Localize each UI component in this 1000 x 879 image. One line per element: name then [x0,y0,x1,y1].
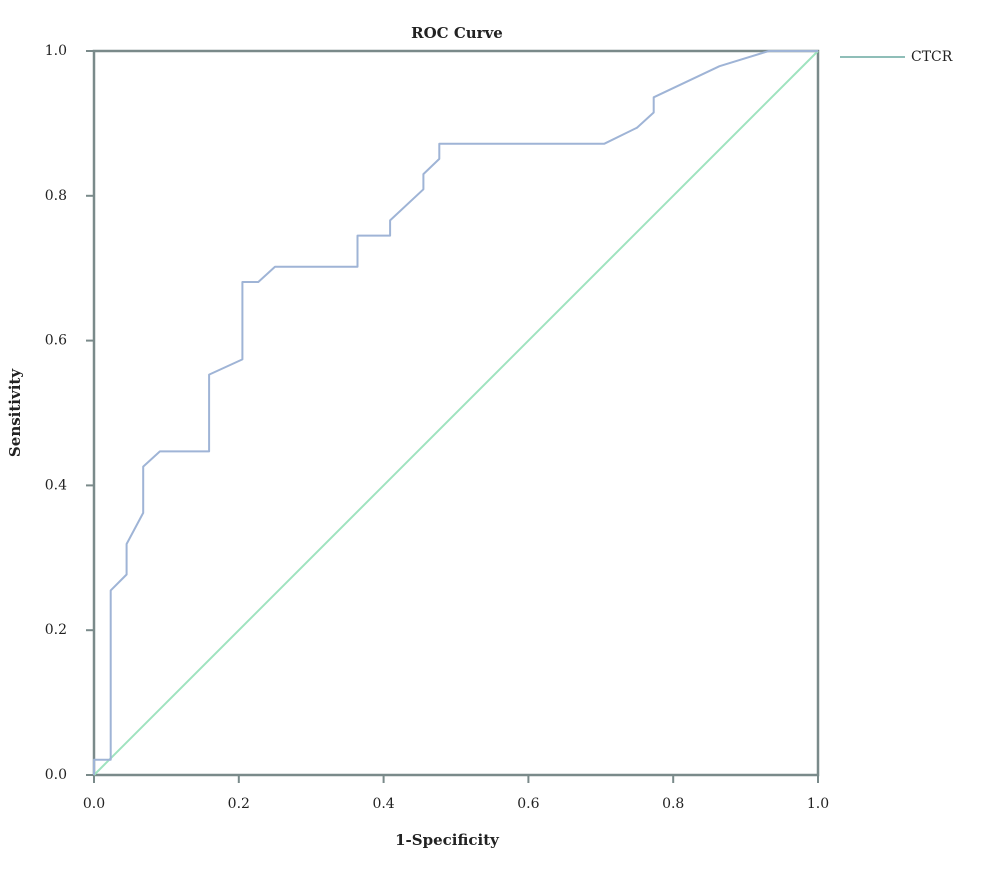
chart-title: ROC Curve [411,24,503,42]
y-tick-label: 0.6 [45,333,67,349]
series-line-ctcr [93,50,818,775]
plot-frame [92,49,820,777]
y-tick-label: 0.8 [45,188,67,204]
x-axis-label: 1-Specificity [395,831,500,849]
legend: CTCR [840,49,953,65]
series-layer [93,50,819,776]
y-tick-label: 0.0 [45,767,67,783]
x-tick-label: 0.6 [517,796,539,812]
reference-line [93,50,819,776]
y-tick-label: 1.0 [45,43,67,59]
y-tick-label: 0.4 [45,477,67,493]
legend-label-ctcr: CTCR [911,49,953,65]
x-tick-label: 1.0 [807,796,829,812]
y-tick-label: 0.2 [45,622,67,638]
x-tick-label: 0.4 [372,796,394,812]
x-tick-label: 0.8 [662,796,684,812]
x-axis-ticks: 0.0 0.2 0.4 0.6 0.8 1.0 [83,775,829,812]
y-axis-label: Sensitivity [6,368,24,457]
x-tick-label: 0.2 [228,796,250,812]
y-axis-ticks: 0.0 0.2 0.4 0.6 0.8 1.0 [45,43,94,783]
x-tick-label: 0.0 [83,796,105,812]
